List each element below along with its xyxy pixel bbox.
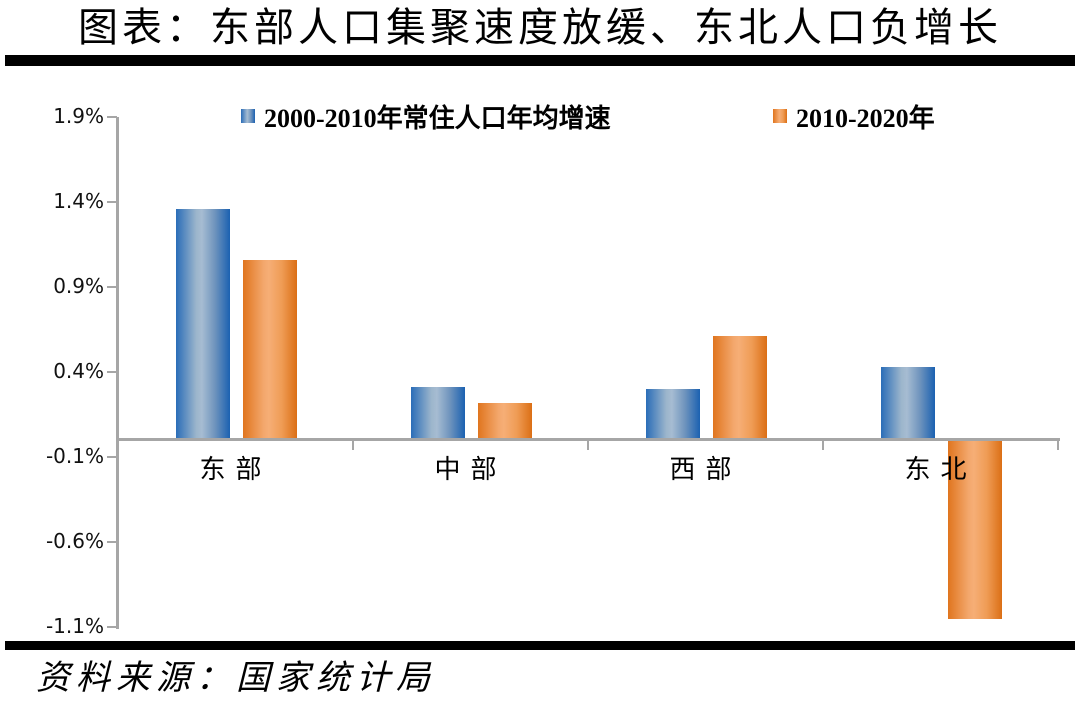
- chart-title: 图表：东部人口集聚速度放缓、东北人口负增长: [78, 5, 1002, 50]
- y-tick: [107, 456, 117, 458]
- bar-s1-0: [242, 259, 297, 440]
- top-divider-rule: [5, 55, 1075, 66]
- category-label-2: 西部: [669, 455, 742, 484]
- y-tick: [107, 541, 117, 543]
- y-tick: [107, 201, 117, 203]
- x-tick: [587, 440, 589, 450]
- y-tick-label: -0.6%: [45, 529, 104, 553]
- bottom-divider-rule: [5, 641, 1075, 650]
- y-tick: [107, 286, 117, 288]
- legend-label: 2000-2010年常住人口年均增速: [264, 103, 611, 133]
- bar-s0-3: [880, 366, 935, 440]
- bar-s0-0: [175, 208, 230, 440]
- bar-s1-2: [712, 336, 767, 440]
- x-tick: [1057, 440, 1059, 450]
- legend-swatch-orange-icon: [773, 109, 787, 123]
- x-axis-line: [116, 438, 1060, 441]
- bar-s0-2: [645, 389, 700, 440]
- y-tick: [107, 116, 117, 118]
- y-tick-label: 0.9%: [53, 274, 104, 298]
- y-tick-label: -1.1%: [45, 614, 104, 638]
- y-axis-line: [116, 117, 119, 629]
- y-tick-label: 1.9%: [53, 104, 104, 128]
- source-note: 资料来源：国家统计局: [36, 660, 436, 697]
- bar-s1-3: [947, 440, 1002, 619]
- y-tick-label: 0.4%: [53, 359, 104, 383]
- y-tick-label: -0.1%: [45, 444, 104, 468]
- x-tick: [352, 440, 354, 450]
- category-label-1: 中部: [434, 455, 507, 484]
- category-label-0: 东部: [199, 455, 272, 484]
- x-tick: [822, 440, 824, 450]
- bar-s0-1: [410, 387, 465, 440]
- y-tick: [107, 371, 117, 373]
- category-label-3: 东北: [904, 455, 977, 484]
- bar-s1-1: [477, 402, 532, 440]
- legend-swatch-blue-icon: [241, 109, 255, 123]
- legend-label: 2010-2020年: [796, 103, 935, 133]
- y-tick-label: 1.4%: [53, 189, 104, 213]
- legend-item-2010-2020: 2010-2020年: [773, 100, 935, 133]
- legend-item-2000-2010: 2000-2010年常住人口年均增速: [241, 100, 611, 133]
- y-tick: [107, 626, 117, 628]
